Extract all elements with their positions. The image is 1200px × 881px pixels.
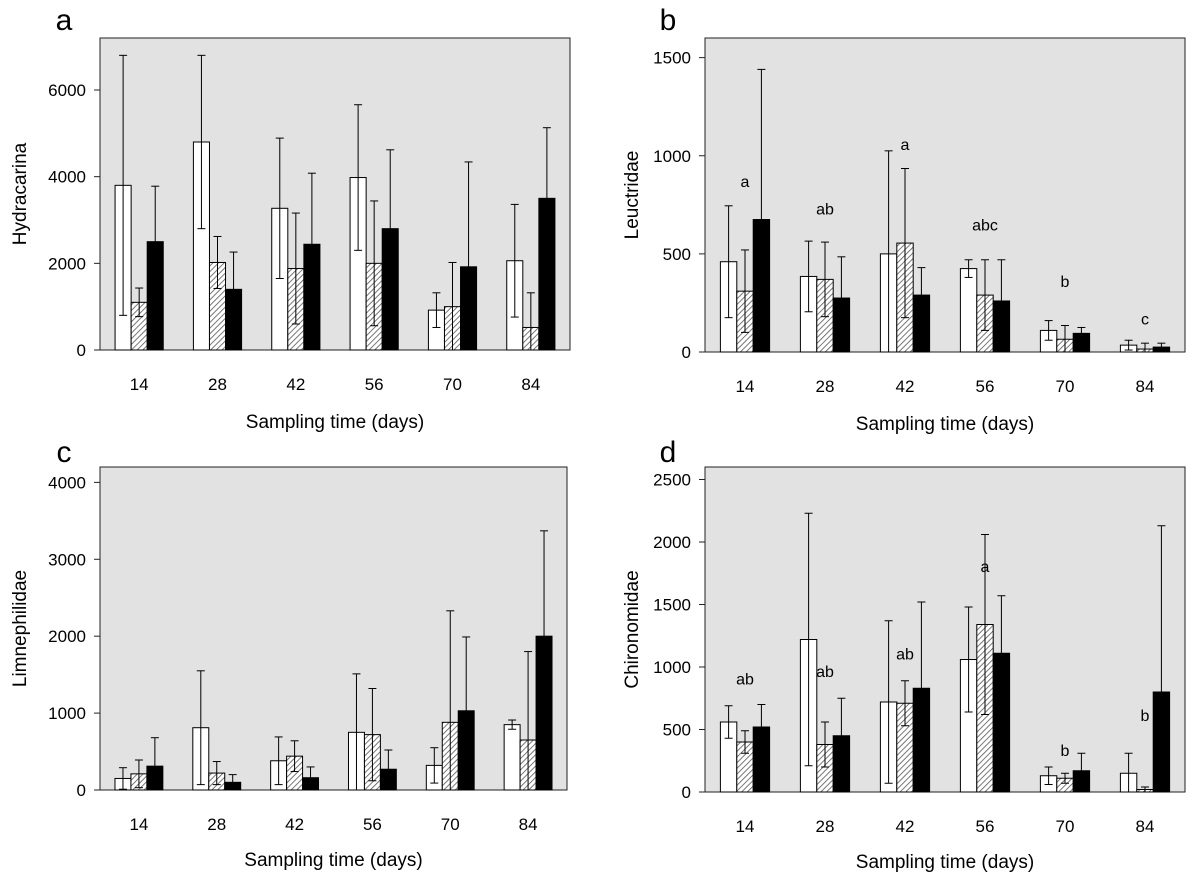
- x-tick-label: 84: [521, 375, 540, 394]
- y-axis-title: Leuctridae: [622, 151, 643, 240]
- x-tick-label: 28: [207, 815, 226, 834]
- significance-label: b: [1061, 274, 1070, 291]
- significance-label: ab: [896, 647, 914, 664]
- significance-label: ab: [736, 672, 754, 689]
- y-tick-label: 1500: [653, 596, 691, 615]
- x-tick-label: 70: [1056, 817, 1075, 836]
- panel-a: a 0 2000 4000 6000 14 28 42 56 70 84 Hydracarina Sam…: [10, 4, 571, 433]
- x-tick-label: 70: [443, 375, 462, 394]
- y-tick-label: 2500: [653, 471, 691, 490]
- panel-letter: c: [57, 436, 72, 469]
- x-tick-label: 56: [365, 375, 384, 394]
- x-tick-label: 56: [976, 377, 995, 396]
- y-tick-label: 1000: [653, 147, 691, 166]
- significance-label: abc: [972, 217, 998, 234]
- y-tick-label: 500: [663, 245, 691, 264]
- y-tick-label: 3000: [48, 550, 86, 569]
- y-axis-title: Chironomidae: [622, 570, 643, 688]
- x-tick-label: 56: [363, 815, 382, 834]
- plot-area: [704, 466, 1186, 793]
- x-tick-label: 14: [129, 815, 148, 834]
- x-axis-title: Sampling time (days): [856, 414, 1034, 435]
- x-tick-label: 28: [816, 377, 835, 396]
- y-tick-label: 1000: [653, 658, 691, 677]
- y-axis-title: Limnephilidae: [10, 570, 31, 687]
- bar-open: [503, 724, 521, 791]
- x-axis-title: Sampling time (days): [244, 850, 422, 871]
- significance-label: a: [901, 137, 910, 154]
- y-tick-label: 2000: [48, 254, 86, 273]
- significance-label: c: [1141, 312, 1149, 329]
- x-tick-label: 84: [1136, 817, 1155, 836]
- y-tick-label: 1500: [653, 49, 691, 68]
- panel-letter: a: [56, 4, 73, 37]
- panel-c: c 0 1000 2000 3000 4000 14 28 42 56 70 84 Limnephili…: [10, 436, 568, 871]
- x-tick-label: 42: [896, 817, 915, 836]
- plot-area: [99, 37, 571, 351]
- y-tick-label: 2000: [48, 627, 86, 646]
- y-tick-label: 0: [682, 783, 691, 802]
- y-tick-label: 2000: [653, 533, 691, 552]
- x-tick-label: 14: [736, 817, 755, 836]
- significance-label: a: [981, 559, 990, 576]
- x-tick-label: 70: [1056, 377, 1075, 396]
- x-tick-label: 14: [130, 375, 149, 394]
- x-tick-label: 28: [816, 817, 835, 836]
- plot-area: [99, 466, 568, 791]
- y-tick-label: 0: [682, 343, 691, 362]
- x-tick-label: 42: [286, 375, 305, 394]
- x-axis-title: Sampling time (days): [856, 852, 1034, 873]
- significance-label: b: [1061, 743, 1070, 760]
- y-axis-title: Hydracarina: [10, 142, 31, 245]
- significance-label: b: [1141, 708, 1150, 725]
- x-tick-label: 28: [208, 375, 227, 394]
- x-tick-label: 70: [441, 815, 460, 834]
- significance-label: a: [741, 174, 750, 191]
- significance-label: ab: [816, 202, 834, 219]
- plot-area: [704, 37, 1186, 353]
- x-tick-label: 42: [896, 377, 915, 396]
- y-tick-label: 1000: [48, 704, 86, 723]
- significance-label: ab: [816, 664, 834, 681]
- y-tick-label: 500: [663, 721, 691, 740]
- x-tick-label: 42: [285, 815, 304, 834]
- panel-letter: b: [660, 4, 677, 37]
- panel-letter: d: [660, 436, 677, 469]
- y-tick-label: 4000: [48, 168, 86, 187]
- x-axis-title: Sampling time (days): [246, 412, 424, 433]
- x-tick-label: 84: [1136, 377, 1155, 396]
- y-tick-label: 0: [77, 781, 86, 800]
- panel-b: b 0 500 1000 1500 14 28 42 56 70 84 a ab a abc b c Leuctr…: [622, 4, 1186, 435]
- y-tick-label: 4000: [48, 473, 86, 492]
- bar-open: [959, 268, 978, 353]
- y-tick-label: 0: [77, 341, 86, 360]
- y-tick-label: 6000: [48, 81, 86, 100]
- x-tick-label: 56: [976, 817, 995, 836]
- x-tick-label: 14: [736, 377, 755, 396]
- x-tick-label: 84: [519, 815, 538, 834]
